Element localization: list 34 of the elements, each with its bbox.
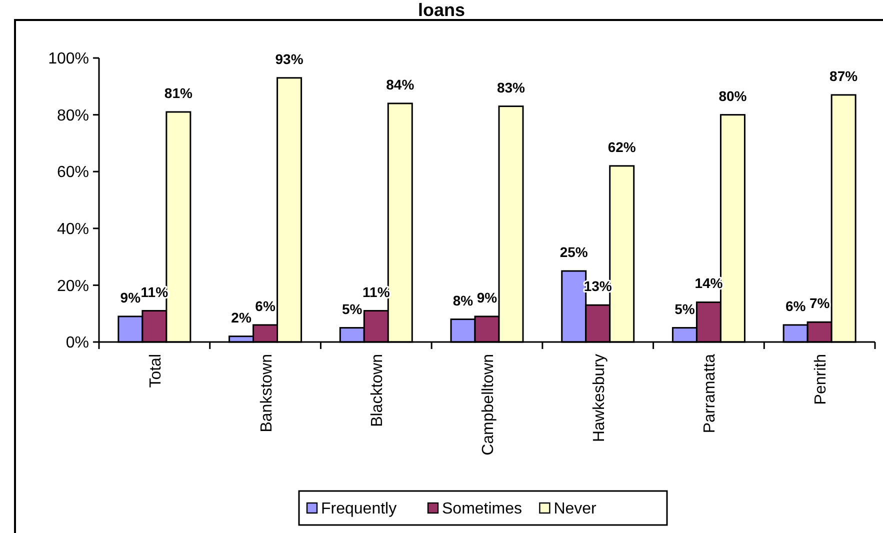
y-tick-label: 60% <box>56 164 89 182</box>
chart-title: loans <box>418 0 466 20</box>
data-label: 8% <box>452 292 474 308</box>
data-label: 6% <box>785 298 806 314</box>
y-tick-label: 0% <box>66 334 89 352</box>
data-label: 83% <box>496 79 526 96</box>
data-label: 81% <box>164 84 193 101</box>
x-tick-label: Hawkesbury <box>590 354 608 442</box>
data-label: 5% <box>342 300 363 317</box>
legend-label: Frequently <box>321 500 397 518</box>
data-label: 87% <box>830 68 858 84</box>
x-tick-label: Campbelltown <box>480 354 497 456</box>
data-label: 7% <box>809 295 830 312</box>
x-tick-label: Blacktown <box>369 354 386 427</box>
x-tick-label: Bankstown <box>258 354 276 432</box>
data-label: 9% <box>476 289 498 306</box>
data-label: 80% <box>718 88 748 104</box>
y-tick-label: 40% <box>56 221 89 238</box>
legend-label: Never <box>554 500 598 518</box>
y-tick-label: 100% <box>48 50 89 68</box>
x-tick-label: Parramatta <box>702 354 719 434</box>
data-label: 5% <box>674 300 696 317</box>
data-label: 25% <box>560 244 588 260</box>
y-tick-label: 80% <box>56 107 89 124</box>
y-tick-label: 20% <box>56 278 89 295</box>
x-tick-label: Total <box>147 354 164 388</box>
x-tick-label: Penrith <box>812 354 830 405</box>
data-label: 84% <box>386 76 415 92</box>
data-label: 2% <box>231 309 252 326</box>
legend-label: Sometimes <box>442 500 522 518</box>
data-label: 62% <box>608 138 636 155</box>
data-label: 93% <box>275 50 304 67</box>
data-label: 6% <box>255 298 276 314</box>
data-label: 9% <box>120 289 142 306</box>
